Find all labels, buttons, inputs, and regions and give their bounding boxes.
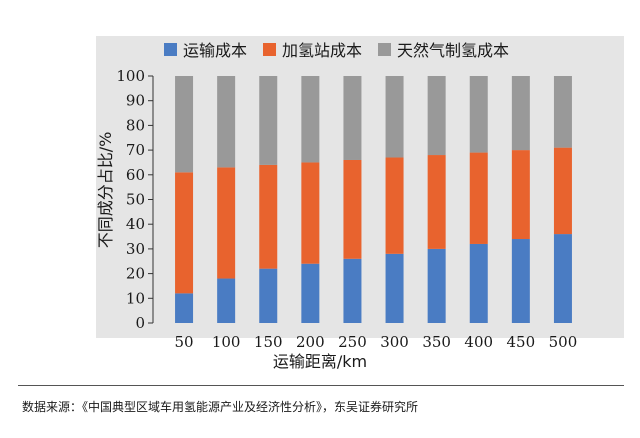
- bar-segment-s2-300: [385, 76, 404, 158]
- bar-segment-s2-100: [217, 76, 236, 168]
- source-note: 数据来源：《中国典型区域车用氢能源产业及经济性分析》，东吴证券研究所: [22, 400, 419, 414]
- bar-segment-s0-200: [301, 263, 320, 323]
- x-tick-label: 250: [338, 333, 367, 351]
- y-tick-label: 20: [126, 265, 145, 283]
- x-axis-label: 运输距离/km: [272, 352, 368, 371]
- legend-swatch-transport: [164, 42, 177, 56]
- x-tick-label: 200: [296, 333, 325, 351]
- y-tick-label: 60: [126, 166, 145, 184]
- bar-segment-s1-450: [511, 150, 530, 240]
- y-tick-label: 90: [126, 92, 145, 110]
- bar-segment-s0-350: [427, 248, 446, 323]
- x-tick-label: 500: [549, 333, 578, 351]
- x-tick-label: 400: [464, 333, 493, 351]
- bar-segment-s0-300: [385, 253, 404, 323]
- y-tick-label: 0: [135, 314, 145, 332]
- bar-segment-s2-350: [427, 76, 446, 156]
- bar-segment-s1-100: [217, 167, 236, 279]
- bar-segment-s0-400: [469, 243, 488, 323]
- y-tick-label: 80: [126, 116, 145, 134]
- bar-segment-s0-150: [259, 268, 278, 323]
- bar-segment-s1-350: [427, 155, 446, 249]
- bar-segment-s1-200: [301, 162, 320, 264]
- y-tick-label: 100: [116, 67, 145, 85]
- divider-line: [18, 385, 624, 386]
- bar-segment-s0-100: [217, 278, 236, 323]
- y-tick-label: 70: [126, 141, 145, 159]
- bar-segment-s1-150: [259, 164, 278, 269]
- legend-item-transport: 运输成本: [164, 37, 247, 61]
- bar-segment-s0-250: [343, 258, 362, 323]
- bar-segment-s2-250: [343, 76, 362, 160]
- x-tick-label: 100: [212, 333, 241, 351]
- bar-segment-s1-300: [385, 157, 404, 254]
- bar-segment-s2-150: [259, 76, 278, 165]
- legend-swatch-production: [378, 42, 392, 56]
- bar-segment-s2-50: [175, 76, 194, 173]
- bar-segment-s0-450: [511, 239, 530, 323]
- bar-segment-s2-500: [553, 76, 572, 148]
- bar-segment-s0-50: [175, 293, 194, 323]
- bar-segment-s1-250: [343, 159, 362, 259]
- bar-segment-s2-400: [469, 76, 488, 153]
- bar-segment-s2-450: [511, 76, 530, 151]
- legend-label-production: 天然气制氢成本: [397, 41, 510, 60]
- bar-segment-s1-500: [553, 147, 572, 235]
- x-tick-label: 300: [380, 333, 409, 351]
- y-axis-label: 不同成分占比/%: [96, 131, 115, 249]
- y-tick-label: 50: [126, 191, 145, 209]
- x-tick-label: 150: [254, 333, 283, 351]
- y-tick-label: 30: [126, 240, 145, 258]
- bar-segment-s2-200: [301, 76, 320, 163]
- legend-swatch-station: [263, 42, 277, 56]
- bar-segment-s0-500: [553, 234, 572, 323]
- legend-label-station: 加氢站成本: [282, 41, 363, 60]
- x-tick-label: 350: [422, 333, 451, 351]
- chart-legend: 运输成本 加氢站成本 天然气制氢成本: [164, 38, 509, 60]
- legend-item-production: 天然气制氢成本: [378, 37, 509, 61]
- legend-label-transport: 运输成本: [183, 41, 248, 60]
- bar-segment-s1-50: [175, 172, 194, 294]
- y-tick-label: 40: [126, 215, 145, 233]
- x-tick-label: 450: [507, 333, 536, 351]
- bar-segment-s1-400: [469, 152, 488, 244]
- legend-item-station: 加氢站成本: [263, 37, 362, 61]
- y-tick-label: 10: [126, 289, 145, 307]
- x-tick-label: 50: [175, 333, 194, 351]
